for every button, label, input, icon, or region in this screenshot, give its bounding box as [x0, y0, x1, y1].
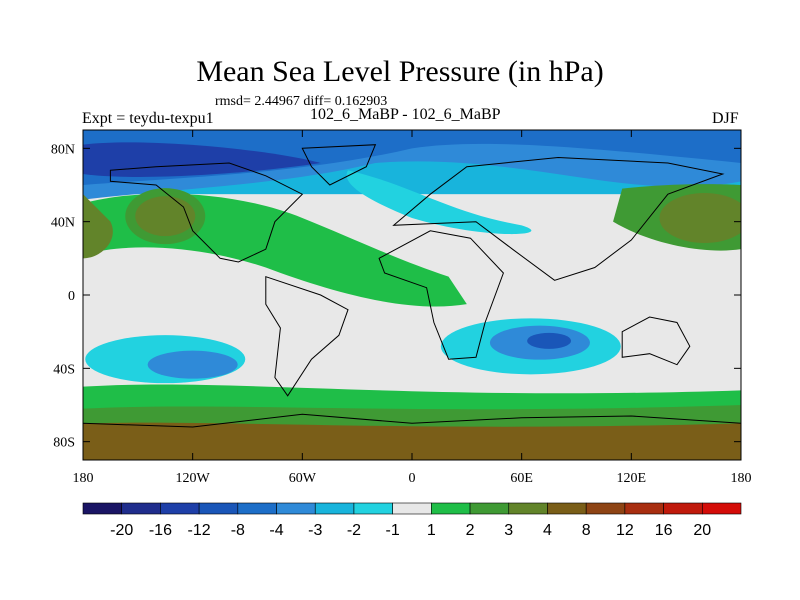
colorbar-swatch	[198, 502, 239, 515]
x-tick-label: 60W	[289, 471, 317, 486]
x-tick-label: 120W	[176, 471, 211, 486]
colorbar-label: -4	[269, 522, 283, 539]
colorbar-label: 12	[616, 522, 634, 539]
coastline-4	[621, 316, 691, 366]
colorbar-swatch	[121, 502, 161, 515]
rmsd-diff-text: rmsd= 2.44967 diff= 0.162903	[215, 94, 388, 109]
region-west-high	[83, 194, 113, 259]
colorbar-swatch	[585, 502, 626, 515]
x-tick-label: 120E	[617, 471, 647, 486]
colorbar-swatch	[276, 502, 316, 515]
colorbar: -20 -16 -12 -8 -4 -3 -2 -1 1 2 3 4 8 12 16 20	[82, 502, 742, 539]
x-tick-label: 180	[73, 471, 94, 486]
coastline-2	[378, 230, 504, 360]
colorbar-swatch	[160, 502, 200, 515]
colorbar-swatch	[624, 502, 664, 515]
coastline-5	[83, 413, 741, 460]
y-tick-label: 40S	[53, 362, 75, 377]
colorbar-label: -1	[386, 522, 400, 539]
colorbar-swatch	[547, 502, 587, 515]
region-pacific-high-core	[135, 196, 196, 237]
colorbar-label: 1	[427, 522, 436, 539]
region-asia-high-core	[659, 193, 741, 243]
y-tick-label: 80S	[53, 436, 75, 451]
axes: 180 120W 60W 0 60E 120E 180 80N 40N 0 40S 80S	[51, 130, 752, 486]
colorbar-swatch	[392, 502, 432, 515]
season-label: DJF	[712, 110, 739, 127]
comparison-label: 102_6_MaBP - 102_6_MaBP	[310, 106, 501, 123]
colorbar-label: -16	[149, 522, 172, 539]
coastline-1	[265, 276, 349, 397]
colorbar-label: 16	[655, 522, 673, 539]
colorbar-label: -3	[308, 522, 322, 539]
colorbar-swatch	[353, 502, 393, 515]
x-tick-label: 60E	[510, 471, 533, 486]
colorbar-swatch	[237, 502, 277, 515]
chart-title: Mean Sea Level Pressure (in hPa)	[196, 55, 604, 88]
colorbar-label: 2	[466, 522, 475, 539]
colorbar-swatch	[469, 502, 510, 515]
region-cyan-tongue	[346, 170, 532, 235]
coastlines	[83, 144, 741, 460]
colorbar-swatch	[701, 502, 742, 515]
coastline-3	[392, 156, 725, 281]
y-tick-label: 80N	[51, 142, 75, 157]
region-south-brown	[83, 422, 741, 460]
colorbar-swatch	[314, 502, 355, 515]
region-indian-low-core	[527, 332, 572, 349]
y-tick-label: 40N	[51, 216, 75, 231]
colorbar-swatch	[508, 502, 548, 515]
colorbar-label: 3	[504, 522, 513, 539]
region-north-core	[83, 142, 321, 177]
colorbar-label: -12	[188, 522, 211, 539]
x-tick-label: 0	[409, 471, 416, 486]
colorbar-label: -2	[347, 522, 361, 539]
colorbar-label: -20	[110, 522, 133, 539]
region-south-pacific-low-core	[147, 350, 238, 379]
y-tick-label: 0	[68, 289, 75, 304]
coastline-6	[301, 144, 377, 186]
experiment-label: Expt = teydu-texpu1	[82, 110, 214, 127]
colorbar-label: 4	[543, 522, 552, 539]
colorbar-label: -8	[231, 522, 245, 539]
coastline-0	[109, 162, 304, 263]
x-tick-label: 180	[731, 471, 752, 486]
colorbar-swatch	[431, 502, 471, 515]
colorbar-label: 20	[693, 522, 711, 539]
colorbar-swatch	[82, 502, 123, 515]
pressure-field	[83, 130, 741, 460]
colorbar-swatch	[663, 502, 703, 515]
colorbar-label: 8	[582, 522, 591, 539]
